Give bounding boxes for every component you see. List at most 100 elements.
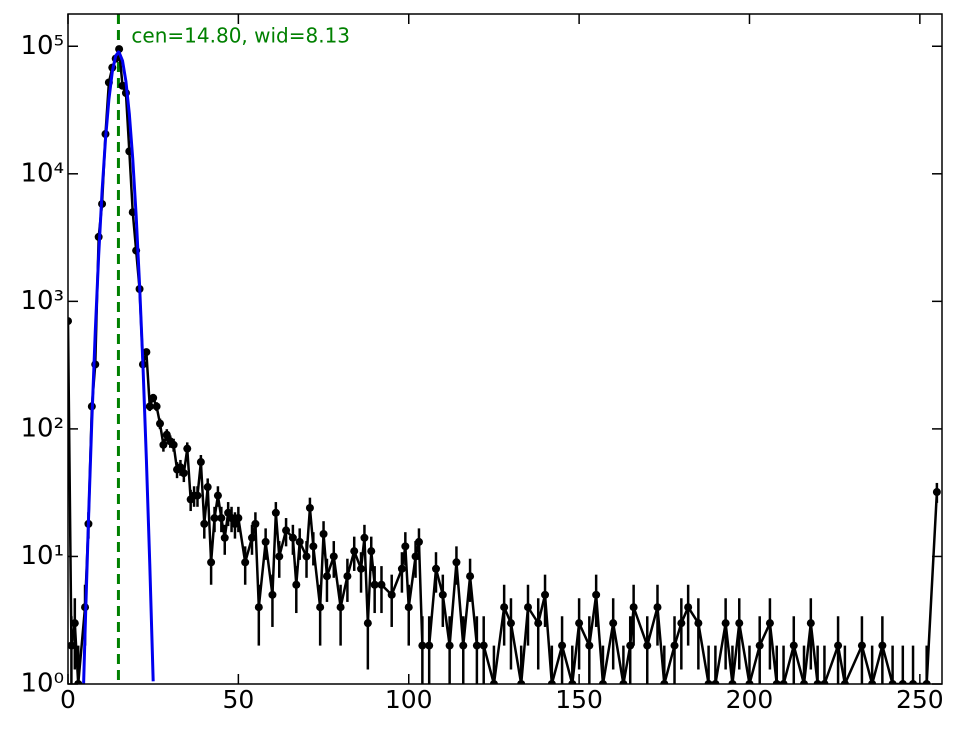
data-point xyxy=(459,641,468,650)
data-point xyxy=(241,558,250,567)
data-point xyxy=(609,619,618,628)
fit-line xyxy=(82,50,155,684)
y-tick-label: 10⁵ xyxy=(20,31,64,61)
data-point xyxy=(592,590,601,599)
data-point xyxy=(401,542,410,551)
data-point xyxy=(261,537,270,546)
data-point xyxy=(360,533,369,542)
data-point xyxy=(159,440,168,449)
data-point xyxy=(813,680,822,684)
data-point xyxy=(585,641,594,650)
data-point xyxy=(319,529,328,538)
data-point xyxy=(404,603,413,612)
data-point xyxy=(251,519,260,528)
x-tick-label: 0 xyxy=(60,685,76,714)
data-point xyxy=(74,680,83,684)
data-point xyxy=(418,641,427,650)
data-point xyxy=(643,641,652,650)
data-point xyxy=(156,419,164,428)
data-point xyxy=(670,641,679,650)
data-point xyxy=(115,45,124,54)
data-point xyxy=(677,619,686,628)
data-point xyxy=(162,430,171,439)
data-point xyxy=(541,590,550,599)
data-point xyxy=(438,590,447,599)
data-point xyxy=(68,317,72,326)
data-point xyxy=(479,641,488,650)
data-point xyxy=(820,680,829,684)
data-point xyxy=(878,641,887,650)
data-point xyxy=(203,483,212,492)
data-point xyxy=(350,547,359,556)
data-point xyxy=(660,680,669,684)
data-point xyxy=(898,680,907,684)
data-point xyxy=(414,537,423,546)
data-point xyxy=(711,680,720,684)
data-point xyxy=(834,641,843,650)
data-point xyxy=(735,619,744,628)
data-point xyxy=(282,526,291,535)
data-point xyxy=(558,641,567,650)
data-point xyxy=(234,514,243,523)
y-tick-label: 10¹ xyxy=(20,541,64,571)
data-point xyxy=(183,444,192,453)
x-tick-label: 100 xyxy=(385,685,433,714)
data-point xyxy=(367,547,376,556)
data-point xyxy=(196,458,205,467)
x-tick-label: 250 xyxy=(896,685,944,714)
data-point xyxy=(411,552,420,561)
data-point xyxy=(220,533,229,542)
data-point xyxy=(357,564,366,573)
data-point xyxy=(653,603,662,612)
data-point xyxy=(248,533,256,542)
data-point xyxy=(547,680,556,684)
data-point xyxy=(217,514,226,523)
data-point xyxy=(619,680,628,684)
data-point xyxy=(840,680,849,684)
data-point xyxy=(377,580,386,589)
data-point xyxy=(575,619,584,628)
data-point xyxy=(70,619,79,628)
data-point xyxy=(305,503,314,512)
data-point xyxy=(149,393,158,402)
data-point xyxy=(200,519,209,528)
data-point xyxy=(322,572,331,581)
data-point xyxy=(425,641,434,650)
data-point xyxy=(230,519,239,528)
plot-area xyxy=(68,14,941,684)
data-point xyxy=(506,619,515,628)
plot-frame xyxy=(67,13,943,685)
data-point xyxy=(370,580,379,589)
data-point xyxy=(806,619,815,628)
data-point xyxy=(302,552,311,561)
data-point xyxy=(387,590,396,599)
x-tick-label: 200 xyxy=(726,685,774,714)
data-point xyxy=(336,603,345,612)
x-tick-label: 150 xyxy=(555,685,603,714)
data-point xyxy=(517,680,526,684)
data-point xyxy=(629,603,638,612)
data-point xyxy=(765,619,774,628)
data-point xyxy=(397,564,406,573)
data-point xyxy=(288,533,297,542)
data-point xyxy=(445,641,454,650)
data-point xyxy=(909,680,918,684)
data-point xyxy=(207,558,216,567)
data-point xyxy=(598,680,607,684)
data-point xyxy=(466,572,475,581)
data-point xyxy=(704,680,713,684)
data-point xyxy=(271,508,280,517)
data-point xyxy=(118,81,127,90)
data-point xyxy=(145,402,154,411)
y-tick-label: 10⁰ xyxy=(20,669,64,699)
data-point xyxy=(227,514,236,523)
data-point xyxy=(888,680,897,684)
annotation: cen=14.80, wid=8.13 xyxy=(131,24,350,48)
data-point xyxy=(152,402,161,411)
data-point xyxy=(932,488,941,497)
data-point xyxy=(772,680,781,684)
data-point xyxy=(452,558,461,567)
y-tick-label: 10⁴ xyxy=(20,158,64,188)
